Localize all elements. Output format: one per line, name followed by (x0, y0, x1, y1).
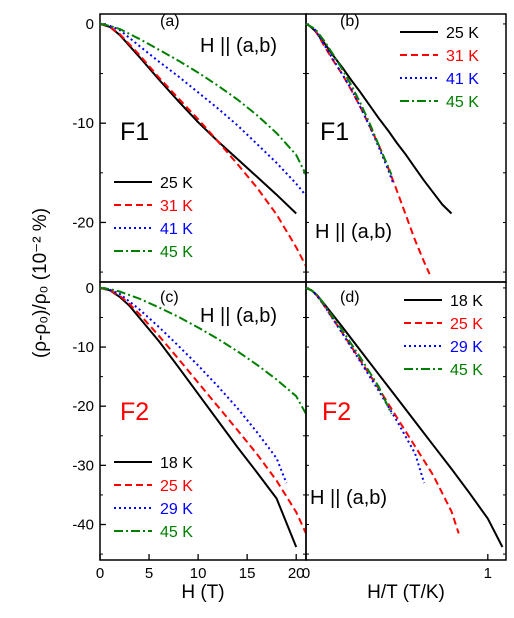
legend-label: 41 K (160, 221, 193, 238)
panel-label: (c) (160, 289, 179, 306)
series-line-29k (305, 286, 426, 484)
y-tick-label: -10 (72, 339, 94, 356)
legend-label: 18 K (160, 455, 193, 472)
series-line-41k (305, 23, 395, 185)
y-tick-label: -30 (72, 457, 94, 474)
series-line-45k (305, 23, 393, 176)
x-tick-label: 10 (190, 565, 207, 582)
field-orientation-annotation: H || (a,b) (315, 221, 392, 243)
series-line-25k (99, 22, 297, 215)
y-tick-label: -20 (72, 398, 94, 415)
y-axis-title: (ρ-ρ₀)/ρ₀ (10⁻² %) (30, 208, 51, 358)
series-line-25k (305, 23, 453, 215)
panel-label: (a) (160, 13, 180, 30)
field-orientation-annotation: H || (a,b) (310, 487, 387, 509)
y-tick-label: 0 (86, 280, 94, 297)
legend-label: 25 K (160, 175, 193, 192)
legend-label: 45 K (450, 362, 483, 379)
panel-c: 0 -10 -20 -30 -40 0 5 10 15 20 H (T) 18 K 25 K 29 K 45… (72, 280, 307, 603)
legend-label: 31 K (446, 48, 479, 65)
x-axis-title: H (T) (181, 582, 224, 603)
series-line-25k (99, 286, 307, 534)
x-tick-label: 15 (239, 565, 256, 582)
sample-label: F1 (120, 118, 149, 146)
sample-label: F1 (320, 118, 349, 146)
x-tick-label: 0 (302, 565, 310, 582)
panel-label: (b) (340, 13, 360, 30)
series-line-45k (305, 286, 393, 415)
series-line-45k (99, 286, 307, 415)
sample-label: F2 (322, 398, 351, 426)
legend-label: 45 K (160, 244, 193, 261)
legend-label: 25 K (160, 478, 193, 495)
legend-label: 45 K (160, 524, 193, 541)
x-axis-title: H/T (T/K) (367, 582, 445, 603)
x-tick-label: 0 (96, 565, 104, 582)
legend-label: 45 K (446, 94, 479, 111)
field-orientation-annotation: H || (a,b) (200, 35, 277, 57)
y-tick-label: -10 (72, 115, 94, 132)
legend-label: 18 K (450, 293, 483, 310)
y-tick-label: 0 (86, 16, 94, 33)
y-tick-label: -20 (72, 214, 94, 231)
panel-label: (d) (340, 289, 360, 306)
x-tick-label: 1 (484, 565, 492, 582)
panel-a: 0 -10 -20 25 K 31 K 41 K 45 K (a) H || (a,b) F1 (72, 13, 307, 283)
plot-frame (305, 281, 507, 561)
panel-b: 25 K 31 K 41 K 45 K (b) H || (a,b) F1 (305, 13, 507, 283)
panel-d: 0 1 H/T (T/K) 18 K 25 K 29 K 45 K (d) H || (a,b)… (302, 281, 507, 603)
series-line-29k (99, 286, 288, 484)
field-orientation-annotation: H || (a,b) (200, 305, 277, 327)
legend-label: 25 K (450, 316, 483, 333)
x-tick-label: 5 (145, 565, 153, 582)
legend-label: 31 K (160, 198, 193, 215)
series-line-31k (99, 22, 307, 267)
legend-label: 25 K (446, 25, 479, 42)
legend-label: 29 K (160, 501, 193, 518)
series-line-45k (99, 22, 307, 176)
legend-label: 29 K (450, 339, 483, 356)
legend-label: 41 K (446, 71, 479, 88)
sample-label: F2 (120, 398, 149, 426)
y-tick-label: -40 (72, 517, 94, 534)
x-tick-label: 20 (288, 565, 305, 582)
